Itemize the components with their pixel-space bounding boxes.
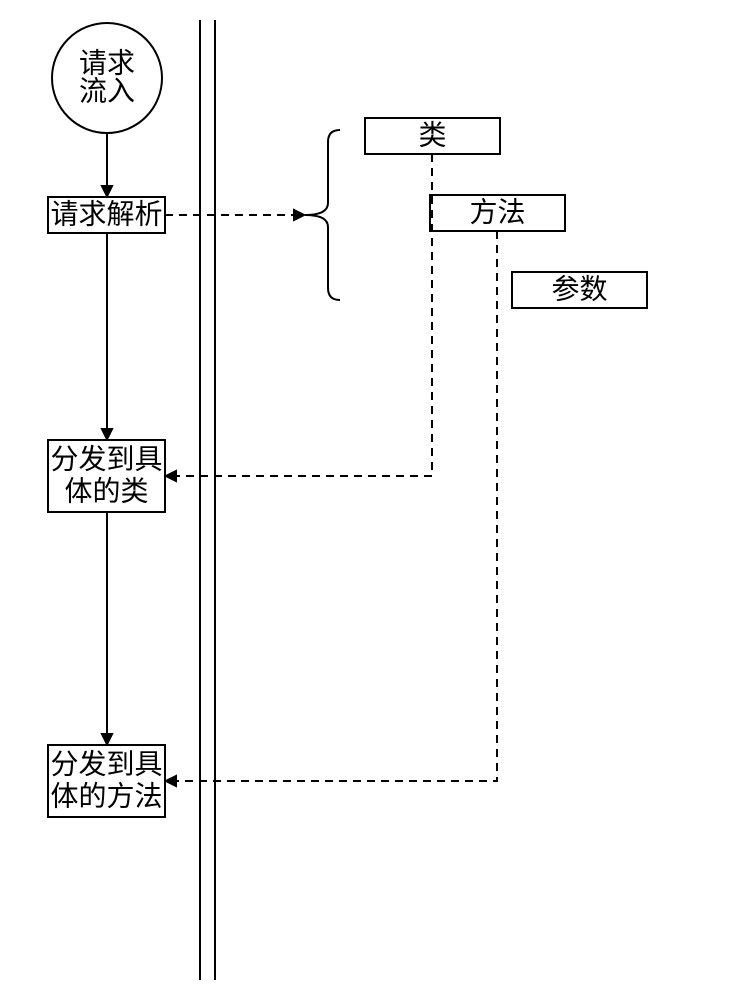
flow-diagram: 请求流入请求解析分发到具体的类分发到具体的方法类方法参数 [0,0,735,1000]
param-box-label: 参数 [551,274,607,306]
class-dispatch-node-label: 分发到具 [50,443,162,475]
start-node-label: 流入 [79,76,135,108]
dashed-class-to-dispatch [165,154,432,476]
class-dispatch-node-label: 体的类 [64,476,148,508]
method-box-label: 方法 [469,197,525,229]
class-box-label: 类 [418,120,446,152]
parse-node-label: 请求解析 [50,199,162,231]
method-dispatch-node-label: 分发到具 [50,748,162,780]
method-dispatch-node-label: 体的方法 [50,781,162,813]
start-node-label: 请求 [79,48,135,80]
brace-icon [305,130,340,300]
